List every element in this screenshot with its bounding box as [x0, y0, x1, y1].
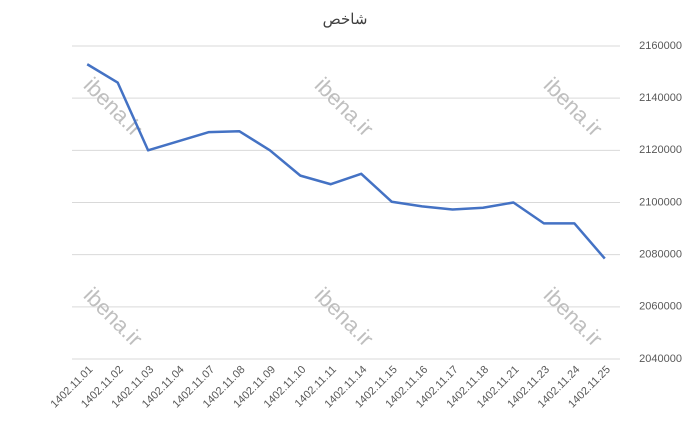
- y-tick-label: 2080000: [639, 249, 682, 261]
- y-tick-label: 2120000: [639, 144, 682, 156]
- y-tick-label: 2040000: [639, 353, 682, 365]
- watermark: ibena.ir: [539, 282, 608, 351]
- watermark: ibena.ir: [539, 72, 608, 141]
- watermark: ibena.ir: [79, 282, 148, 351]
- watermark: ibena.ir: [310, 282, 379, 351]
- chart-title: شاخص: [323, 11, 368, 28]
- y-tick-label: 2060000: [639, 301, 682, 313]
- watermark: ibena.ir: [310, 72, 379, 141]
- series-line: [86, 63, 606, 260]
- y-tick-label: 2100000: [639, 196, 682, 208]
- y-tick-label: 2160000: [639, 40, 682, 52]
- watermark: ibena.ir: [79, 72, 148, 141]
- y-tick-label: 2140000: [639, 92, 682, 104]
